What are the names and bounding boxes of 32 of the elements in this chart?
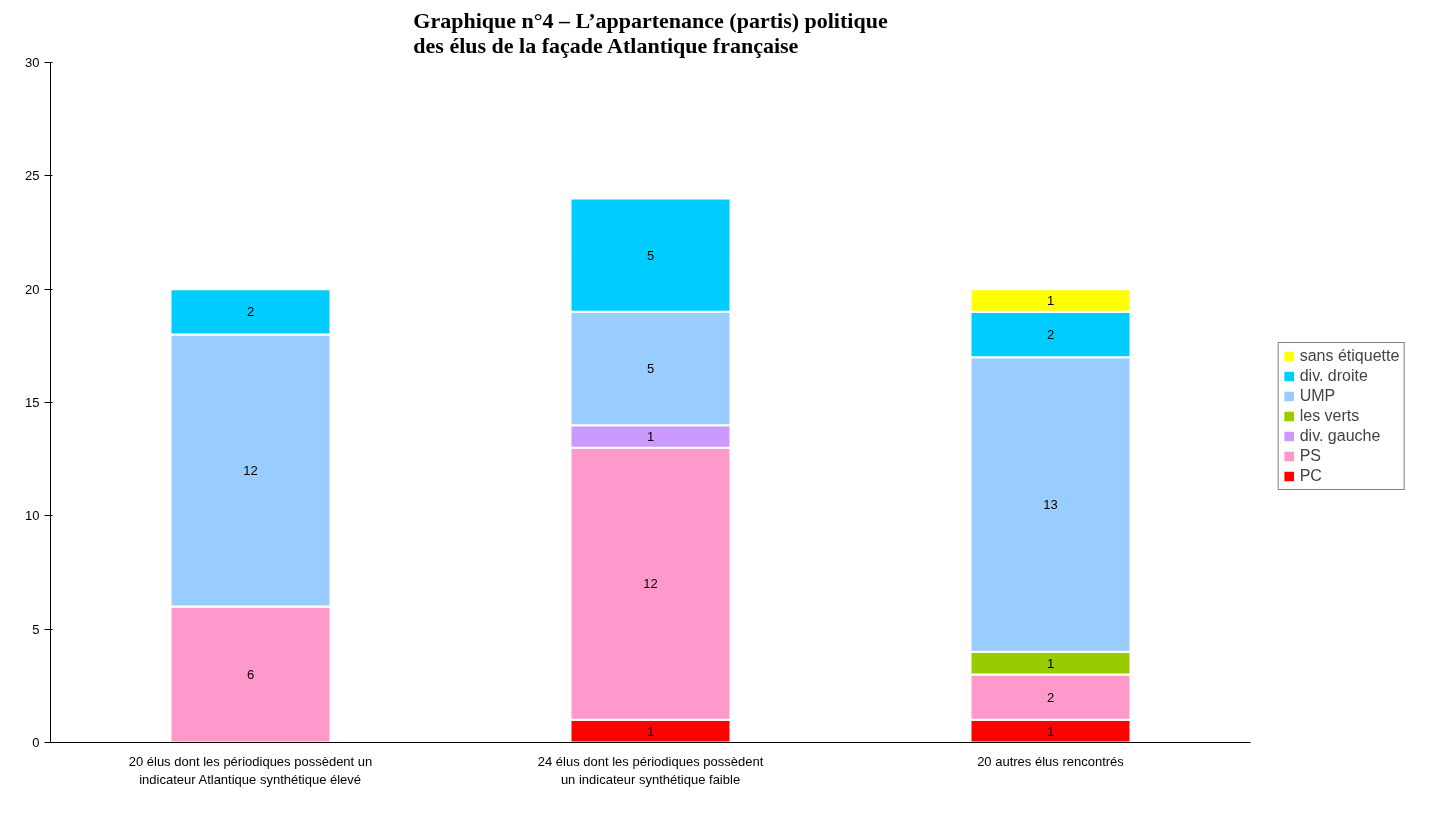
data-label: 13 <box>1043 497 1058 512</box>
y-tick-label: 10 <box>25 508 40 524</box>
data-label: 5 <box>646 361 655 376</box>
legend-label: div. gauche <box>1299 427 1381 445</box>
data-label: 1 <box>646 723 655 739</box>
data-label: 1 <box>1046 655 1055 671</box>
y-tick-label: 15 <box>25 395 40 410</box>
data-label: 12 <box>643 576 658 592</box>
data-label: 12 <box>243 463 258 478</box>
legend-label: PS <box>1299 447 1322 465</box>
legend-label: PC <box>1299 467 1322 485</box>
y-tick-label: 30 <box>25 55 40 70</box>
data-label: 6 <box>246 667 255 682</box>
data-label: 1 <box>646 429 655 444</box>
chart-title: Graphique n°4 – L’appartenance (partis) politique des élus de la façade Atlantique française <box>413 7 888 58</box>
legend-label: les verts <box>1299 407 1360 425</box>
x-tick-label: 20 autres élus rencontrés <box>977 753 1125 769</box>
y-tick-label: 25 <box>25 168 40 184</box>
y-tick-label: 5 <box>32 621 40 637</box>
x-tick-label: 20 élus dont les périodiques possèdent un indicateur Atlantique synthétique élevé <box>128 753 373 787</box>
data-label: 1 <box>1046 723 1055 739</box>
x-tick-label: 24 élus dont les périodiques possèdent un indicateur synthétique faible <box>537 753 764 787</box>
data-label: 1 <box>1046 293 1055 308</box>
data-label: 2 <box>1046 689 1055 705</box>
data-label: 2 <box>246 304 255 320</box>
legend-label: UMP <box>1299 387 1336 405</box>
legend-label: div. droite <box>1299 367 1368 385</box>
legend-label: sans étiquette <box>1299 347 1400 365</box>
data-label: 2 <box>1046 327 1055 342</box>
y-tick-label: 20 <box>25 281 40 297</box>
y-tick-label: 0 <box>32 735 40 750</box>
data-label: 5 <box>646 247 655 263</box>
